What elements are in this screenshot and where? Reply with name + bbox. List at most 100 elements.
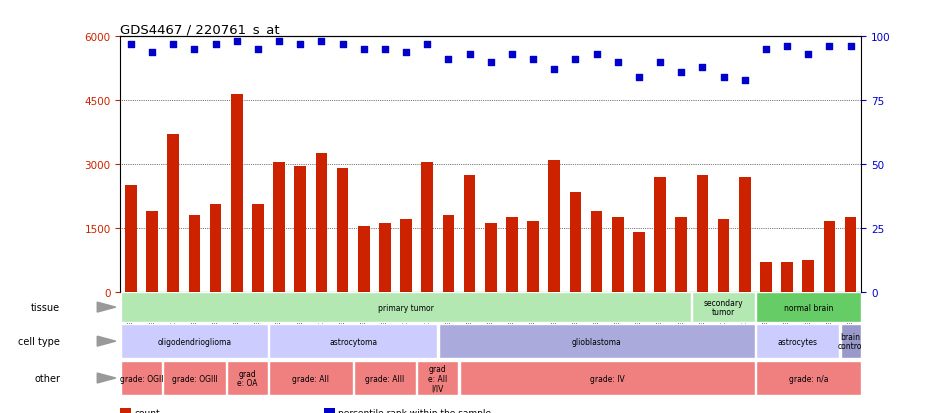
- Text: GDS4467 / 220761_s_at: GDS4467 / 220761_s_at: [120, 23, 280, 36]
- Bar: [269, 361, 353, 395]
- Bar: [739, 177, 751, 292]
- Point: [378, 47, 393, 53]
- Bar: [294, 166, 307, 292]
- Point: [844, 44, 858, 51]
- Text: other: other: [34, 373, 60, 383]
- Bar: [782, 262, 793, 292]
- Bar: [210, 205, 221, 292]
- Point: [780, 44, 795, 51]
- Text: count: count: [134, 408, 160, 413]
- Bar: [655, 177, 666, 292]
- Bar: [633, 233, 644, 292]
- Bar: [439, 324, 755, 358]
- Bar: [227, 361, 268, 395]
- Bar: [459, 361, 755, 395]
- Bar: [337, 169, 348, 292]
- Point: [441, 57, 456, 63]
- Bar: [841, 324, 860, 358]
- Point: [251, 47, 266, 53]
- Bar: [146, 211, 158, 292]
- Bar: [527, 222, 539, 292]
- Point: [716, 75, 731, 81]
- Point: [314, 39, 329, 45]
- Point: [187, 47, 202, 53]
- Bar: [693, 293, 755, 322]
- Bar: [421, 162, 433, 292]
- Text: normal brain: normal brain: [783, 303, 833, 312]
- Point: [632, 75, 646, 81]
- Text: grade: AII: grade: AII: [293, 374, 330, 382]
- Point: [144, 49, 159, 56]
- Text: tissue: tissue: [31, 302, 60, 312]
- Bar: [121, 324, 268, 358]
- Point: [271, 39, 286, 45]
- Text: grade: AIII: grade: AIII: [366, 374, 405, 382]
- Bar: [756, 361, 860, 395]
- Bar: [756, 293, 860, 322]
- Bar: [316, 154, 327, 292]
- Bar: [358, 226, 369, 292]
- Bar: [756, 324, 839, 358]
- Text: grad
e: OA: grad e: OA: [237, 369, 257, 387]
- Point: [483, 59, 498, 66]
- Text: grade: IV: grade: IV: [590, 374, 624, 382]
- Point: [568, 57, 582, 63]
- Text: astrocytes: astrocytes: [778, 337, 818, 346]
- Point: [822, 44, 837, 51]
- Point: [737, 77, 752, 84]
- Text: astrocytoma: astrocytoma: [329, 337, 377, 346]
- Bar: [121, 293, 691, 322]
- Bar: [269, 324, 437, 358]
- Point: [526, 57, 541, 63]
- Bar: [760, 262, 771, 292]
- Point: [610, 59, 625, 66]
- Bar: [485, 224, 496, 292]
- Point: [462, 52, 477, 58]
- Bar: [803, 260, 814, 292]
- Point: [419, 41, 434, 48]
- Bar: [718, 220, 730, 292]
- Bar: [612, 218, 623, 292]
- Bar: [163, 361, 226, 395]
- Point: [674, 69, 689, 76]
- Bar: [121, 361, 162, 395]
- Bar: [675, 218, 687, 292]
- Text: glioblastoma: glioblastoma: [571, 337, 621, 346]
- Bar: [379, 224, 391, 292]
- Text: grad
e: AII
I/IV: grad e: AII I/IV: [428, 364, 447, 392]
- Bar: [273, 162, 285, 292]
- Point: [505, 52, 519, 58]
- Text: grade: OGII: grade: OGII: [119, 374, 163, 382]
- Text: grade: n/a: grade: n/a: [789, 374, 828, 382]
- Text: grade: OGIII: grade: OGIII: [171, 374, 218, 382]
- Bar: [231, 95, 243, 292]
- Point: [230, 39, 244, 45]
- Bar: [823, 222, 835, 292]
- Bar: [400, 220, 412, 292]
- Point: [653, 59, 668, 66]
- Bar: [464, 175, 475, 292]
- Bar: [845, 218, 857, 292]
- Text: primary tumor: primary tumor: [378, 303, 434, 312]
- Bar: [443, 216, 455, 292]
- Bar: [252, 205, 264, 292]
- Point: [695, 64, 710, 71]
- Bar: [125, 186, 137, 292]
- Polygon shape: [97, 336, 116, 346]
- Point: [335, 41, 350, 48]
- Point: [357, 47, 371, 53]
- Bar: [591, 211, 603, 292]
- Bar: [569, 192, 582, 292]
- Point: [123, 41, 138, 48]
- Bar: [696, 175, 708, 292]
- Text: secondary
tumor: secondary tumor: [704, 298, 744, 317]
- Bar: [168, 135, 179, 292]
- Text: oligodendrioglioma: oligodendrioglioma: [157, 337, 232, 346]
- Point: [801, 52, 816, 58]
- Bar: [418, 361, 458, 395]
- Polygon shape: [97, 373, 116, 383]
- Point: [758, 47, 773, 53]
- Text: brain
control: brain control: [837, 332, 864, 351]
- Point: [166, 41, 181, 48]
- Polygon shape: [97, 302, 116, 312]
